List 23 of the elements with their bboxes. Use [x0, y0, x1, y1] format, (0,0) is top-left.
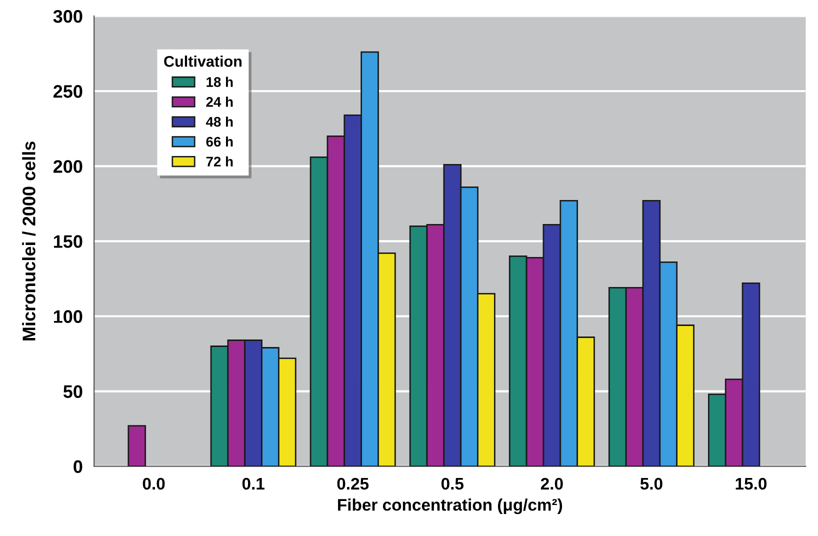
y-tick-label: 100 — [54, 310, 82, 323]
y-tick-label: 150 — [54, 235, 82, 248]
y-tick-label: 0 — [74, 460, 82, 474]
x-tick-label: 0.5 — [441, 478, 464, 490]
legend-label: 72 h — [206, 156, 233, 166]
x-tick-label: 0.0 — [142, 478, 165, 490]
legend-label: 18 h — [206, 76, 233, 87]
y-tick-label: 50 — [63, 385, 82, 398]
y-axis-title: Micronuclei / 2000 cells — [22, 142, 36, 340]
legend-label: 66 h — [206, 136, 233, 147]
y-tick-label: 200 — [53, 160, 82, 173]
x-tick-label: 2.0 — [540, 478, 563, 490]
x-tick-label: 0.25 — [337, 478, 369, 490]
legend-label: 48 h — [206, 116, 233, 127]
x-axis-title: Fiber concentration (μg/cm²) — [338, 498, 562, 514]
x-tick-label: 5.0 — [640, 478, 662, 490]
y-tick-label: 300 — [53, 10, 82, 23]
legend-title: Cultivation — [164, 56, 242, 67]
y-tick-label: 250 — [53, 85, 82, 98]
legend-label: 24 h — [206, 96, 233, 107]
x-tick-label: 15.0 — [736, 478, 767, 490]
x-tick-label: 0.1 — [242, 478, 264, 490]
bar — [128, 425, 146, 466]
